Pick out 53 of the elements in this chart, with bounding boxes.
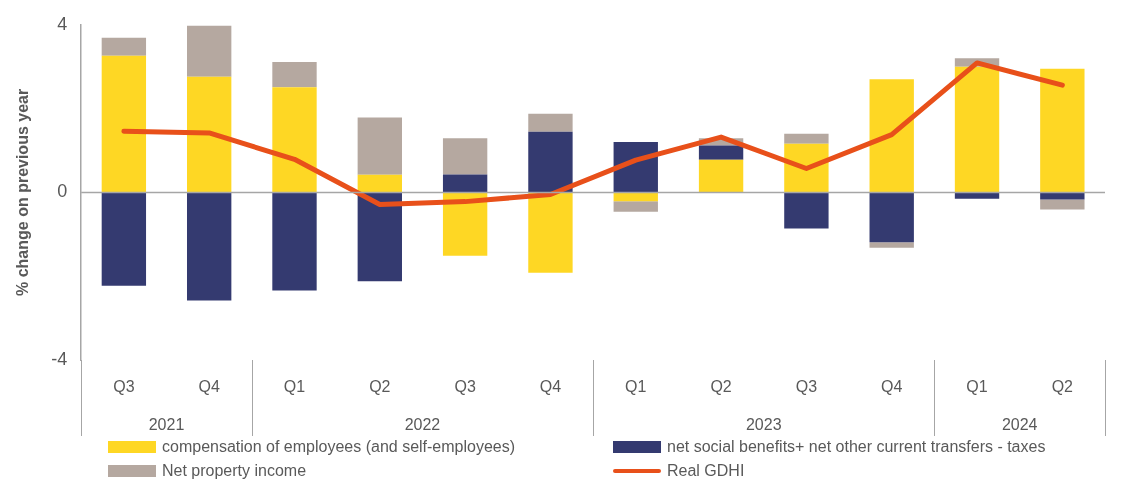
legend-label: Net property income: [162, 462, 307, 480]
bar: [869, 192, 914, 243]
x-tick-label: Q2: [1051, 378, 1074, 396]
bar: [187, 192, 232, 301]
legend-label: Real GDHI: [667, 462, 745, 480]
bar: [528, 192, 573, 273]
x-tick-label: Q1: [283, 378, 306, 396]
x-tick-label: Q3: [113, 378, 135, 396]
x-tick-label: Q3: [795, 378, 818, 396]
x-tick-label: Q2: [710, 378, 732, 396]
bar: [101, 37, 147, 56]
x-tick-label: Q4: [881, 378, 903, 396]
bar: [698, 145, 744, 160]
bar: [187, 76, 232, 193]
x-tick-label: Q2: [369, 378, 391, 396]
y-tick-label: 4: [57, 13, 68, 34]
text: 2024: [1001, 416, 1038, 434]
bar: [528, 131, 573, 193]
bar: [784, 192, 829, 229]
x-tick-label: Q1: [625, 378, 647, 396]
bar: [613, 201, 658, 212]
legend-label: net social benefits+ net other current transfers - taxes: [667, 438, 1046, 456]
bar: [357, 174, 402, 193]
x-tick-label: Q4: [539, 378, 562, 396]
bar: [442, 192, 488, 256]
bar: [869, 79, 914, 193]
bar: [272, 62, 317, 88]
bar: [869, 242, 914, 248]
bar: [954, 66, 1000, 193]
text: 2021: [148, 416, 185, 434]
bar: [528, 113, 573, 132]
legend-label: compensation of employees (and self-employees): [162, 438, 516, 456]
bar: [101, 192, 147, 286]
x-tick-label: Q3: [454, 378, 476, 396]
bar: [1040, 68, 1085, 193]
y-axis-title: % change on previous year: [14, 88, 32, 296]
text: 2022: [404, 416, 441, 434]
bar: [357, 117, 402, 175]
y-tick-label: 0: [57, 181, 68, 202]
bar: [357, 192, 402, 282]
bar: [698, 159, 744, 193]
bar: [272, 192, 317, 291]
bar: [784, 133, 829, 144]
y-tick-label: -4: [51, 348, 68, 369]
bar: [442, 174, 488, 193]
bar: [442, 138, 488, 175]
bar: [272, 87, 317, 193]
bar: [187, 25, 232, 77]
text: 2023: [745, 416, 782, 434]
bar: [101, 55, 147, 193]
bar: [1040, 199, 1085, 210]
x-tick-label: Q1: [966, 378, 988, 396]
x-tick-label: Q4: [198, 378, 220, 396]
